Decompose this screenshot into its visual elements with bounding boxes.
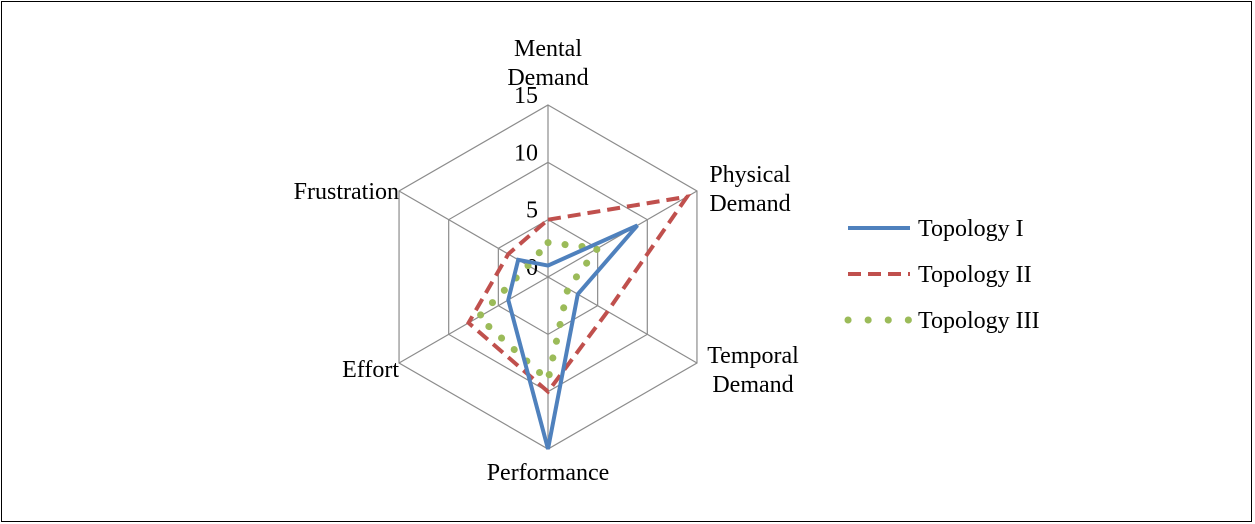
legend-label: Topology II <box>918 262 1032 288</box>
axis-label: Physical Demand <box>709 162 791 217</box>
series-line-1 <box>506 223 639 450</box>
axis-label: Temporal Demand <box>707 343 799 398</box>
legend-label: Topology I <box>918 216 1024 242</box>
legend-label: Topology III <box>918 308 1040 334</box>
legend: Topology I Topology II Topology III <box>844 216 1040 334</box>
radar-grid <box>398 104 698 450</box>
series-line-3 <box>473 238 605 387</box>
grid-spoke <box>398 276 549 364</box>
tick-label: 10 <box>514 140 538 166</box>
series-line-2 <box>465 193 692 395</box>
tick-label: 5 <box>526 198 538 224</box>
tick-label: 15 <box>514 83 538 109</box>
grid-spoke <box>547 276 698 364</box>
series-lines <box>465 193 692 450</box>
axis-label: Performance <box>487 460 610 486</box>
axis-label: Frustration <box>294 179 399 205</box>
axis-label: Effort <box>342 357 399 383</box>
axis-labels: Mental Demand Physical Demand Temporal Demand… <box>294 36 799 486</box>
axis-label: Mental Demand <box>507 36 588 91</box>
